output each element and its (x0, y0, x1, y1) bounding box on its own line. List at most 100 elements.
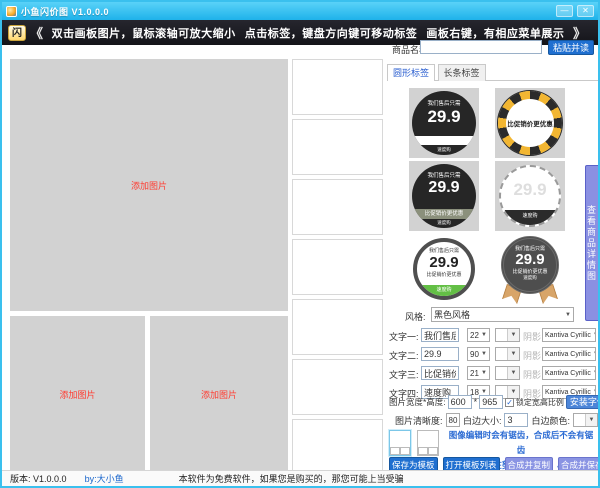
main-canvas[interactable]: 添加图片 (10, 59, 288, 311)
text2-label: 文字二: (389, 351, 419, 361)
badge-bottom-text: 速度购 (437, 147, 451, 152)
badge-price: 29.9 (427, 107, 461, 126)
text1-color-select[interactable]: ▼ (495, 328, 520, 342)
template-preview-box[interactable] (292, 239, 383, 295)
tips-header: 闪 《 双击画板图片，鼠标滚轴可放大缩小 点击标签，键盘方向键可移动标签 画板右… (2, 20, 598, 45)
chevron-down-icon: ▼ (481, 389, 487, 395)
left-chevron-icon[interactable]: 《 (30, 26, 44, 41)
badge-sub-text: 比促销价更优惠 (426, 272, 462, 278)
chevron-down-icon: ▼ (481, 370, 487, 376)
image-quality-select[interactable]: 80▼ (445, 413, 460, 427)
template-preview-box[interactable] (292, 179, 383, 235)
chevron-down-icon: ▼ (459, 417, 460, 423)
text4-label: 文字四: (389, 389, 419, 399)
color-swatch (496, 348, 508, 360)
text2-font-select[interactable]: Kantiva Cyrillic▼ (542, 347, 596, 361)
settings-panel: 商品名称: 粘贴并读取 圆形标签 长条标签 我们售后只需 29.9 速度购 (387, 40, 598, 472)
chevron-down-icon: ▼ (593, 389, 595, 395)
author-link[interactable]: by:大小鱼 (84, 474, 124, 484)
add-image-placeholder[interactable]: 添加图片 (59, 389, 96, 400)
template-preview-box[interactable] (292, 119, 383, 175)
badge-style-2[interactable]: 比促销价更优惠 (495, 88, 565, 158)
badge-top-text: 我们售后只需 (428, 248, 459, 254)
minimize-button[interactable]: — (556, 5, 573, 17)
template-preview-box[interactable] (292, 299, 383, 355)
image-height-input[interactable] (479, 395, 504, 409)
badge-style-5[interactable]: 我们售后只需 29.9 比促销价更优惠 速度购 (409, 234, 479, 304)
style-select[interactable]: 黑色风格 ▼ (431, 307, 574, 322)
margin-color-select[interactable]: ▼ (573, 413, 598, 427)
add-image-placeholder[interactable]: 添加图片 (130, 180, 167, 191)
text2-input[interactable] (421, 347, 459, 361)
color-swatch (496, 329, 508, 341)
view-product-detail-tab[interactable]: 查看商品详情图 (585, 165, 598, 321)
badge-top-text: 我们售后只需 (427, 173, 461, 179)
text1-input[interactable] (421, 328, 459, 342)
text3-input[interactable] (421, 366, 459, 380)
tip-move-label: 点击标签，键盘方向键可移动标签 (244, 27, 418, 40)
color-swatch (574, 414, 586, 426)
tip-zoom: 双击画板图片，鼠标滚轴可放大缩小 (51, 27, 236, 40)
badge-banner-text: 速度购 (417, 285, 471, 296)
margin-color-label: 白边颜色: (531, 415, 570, 426)
badge-style-6[interactable]: 我们售后只需 29.9 比促销价更优惠 速度购 (495, 234, 565, 304)
add-image-placeholder[interactable]: 添加图片 (200, 389, 237, 400)
text2-color-select[interactable]: ▼ (495, 347, 520, 361)
tab-strip-label[interactable]: 长条标签 (437, 64, 486, 81)
bottom-left-canvas[interactable]: 添加图片 (10, 316, 145, 472)
template-preview-box[interactable] (292, 419, 383, 472)
status-bar: 版本: V1.0.0.0 by:大小鱼 本软件为免费软件，如果您是购买的，那您可… (2, 470, 598, 486)
version-text: 版本: V1.0.0.0 (10, 474, 67, 484)
tab-round-label[interactable]: 圆形标签 (387, 64, 436, 81)
right-chevron-icon[interactable]: 》 (572, 26, 586, 41)
title-bar: 小鱼闪价图 V1.0.0.0 — ✕ (2, 2, 598, 20)
white-margin-input[interactable] (504, 413, 529, 427)
badge-price: 29.9 (428, 179, 460, 196)
product-name-input[interactable] (420, 40, 542, 54)
chevron-down-icon: ▼ (593, 332, 595, 338)
badge-center-text: 比促销价更优惠 (506, 99, 554, 147)
shadow-label: 阴影 (523, 351, 542, 361)
text2-size-select[interactable]: 90 ▼ (467, 347, 490, 361)
badge-style-3[interactable]: 我们售后只需 29.9 比促销价更优惠 速度购 (409, 161, 479, 231)
window-title: 小鱼闪价图 V1.0.0.0 (21, 6, 110, 17)
text3-font-select[interactable]: Kantiva Cyrillic▼ (542, 366, 596, 380)
label-type-tabbar: 圆形标签 长条标签 (387, 64, 598, 81)
badge-bottom-text: 速度购 (437, 220, 451, 225)
badge-sub-text: 比促销价更优惠 (512, 269, 548, 275)
chevron-down-icon: ▼ (586, 414, 597, 426)
install-font-button[interactable]: 安装字体 (565, 395, 598, 409)
template-preview-box[interactable] (292, 359, 383, 415)
times-symbol: * (473, 397, 478, 407)
lock-ratio-label: 锁定宽高比例 (515, 397, 564, 407)
hint-aliasing: 图像编辑时会有锯齿，合成后不会有锯齿 (448, 430, 594, 455)
shadow-label: 阴影 (523, 332, 542, 342)
close-button[interactable]: ✕ (577, 5, 594, 17)
badge-price: 29.9 (513, 180, 547, 199)
chevron-down-icon: ▼ (481, 332, 487, 338)
text1-font-select[interactable]: Kantiva Cyrillic▼ (542, 328, 596, 342)
badge-price: 29.9 (429, 254, 459, 271)
style-label: 风格: (405, 312, 426, 322)
image-quality-label: 图片清晰度: (395, 415, 443, 426)
layout-thumb[interactable] (417, 430, 439, 456)
badge-style-1[interactable]: 我们售后只需 29.9 速度购 (409, 88, 479, 158)
open-template-list-button[interactable]: 打开模板列表 (442, 457, 500, 472)
bottom-right-canvas[interactable]: 添加图片 (150, 316, 288, 472)
paste-read-button[interactable]: 粘贴并读取 (548, 40, 594, 67)
lock-ratio-checkbox[interactable]: ✓ (505, 397, 514, 407)
text3-color-select[interactable]: ▼ (495, 366, 520, 380)
image-width-input[interactable] (447, 395, 472, 409)
badge-style-grid: 我们售后只需 29.9 速度购 比促销价更优惠 我们售后只需 29.9 比促销价… (409, 88, 565, 304)
badge-white-stripe (412, 136, 476, 145)
badge-style-4[interactable]: 29.9 速度购 (495, 161, 565, 231)
text1-size-select[interactable]: 22 ▼ (467, 328, 490, 342)
template-preview-box[interactable] (292, 59, 383, 115)
layout-thumb-selected[interactable] (389, 430, 411, 456)
chevron-down-icon: ▼ (508, 348, 519, 360)
text3-size-select[interactable]: 21 ▼ (467, 366, 490, 380)
chevron-down-icon: ▼ (508, 367, 519, 379)
app-icon (6, 5, 17, 17)
badge-band-text: 比促销价更优惠 (412, 209, 476, 219)
